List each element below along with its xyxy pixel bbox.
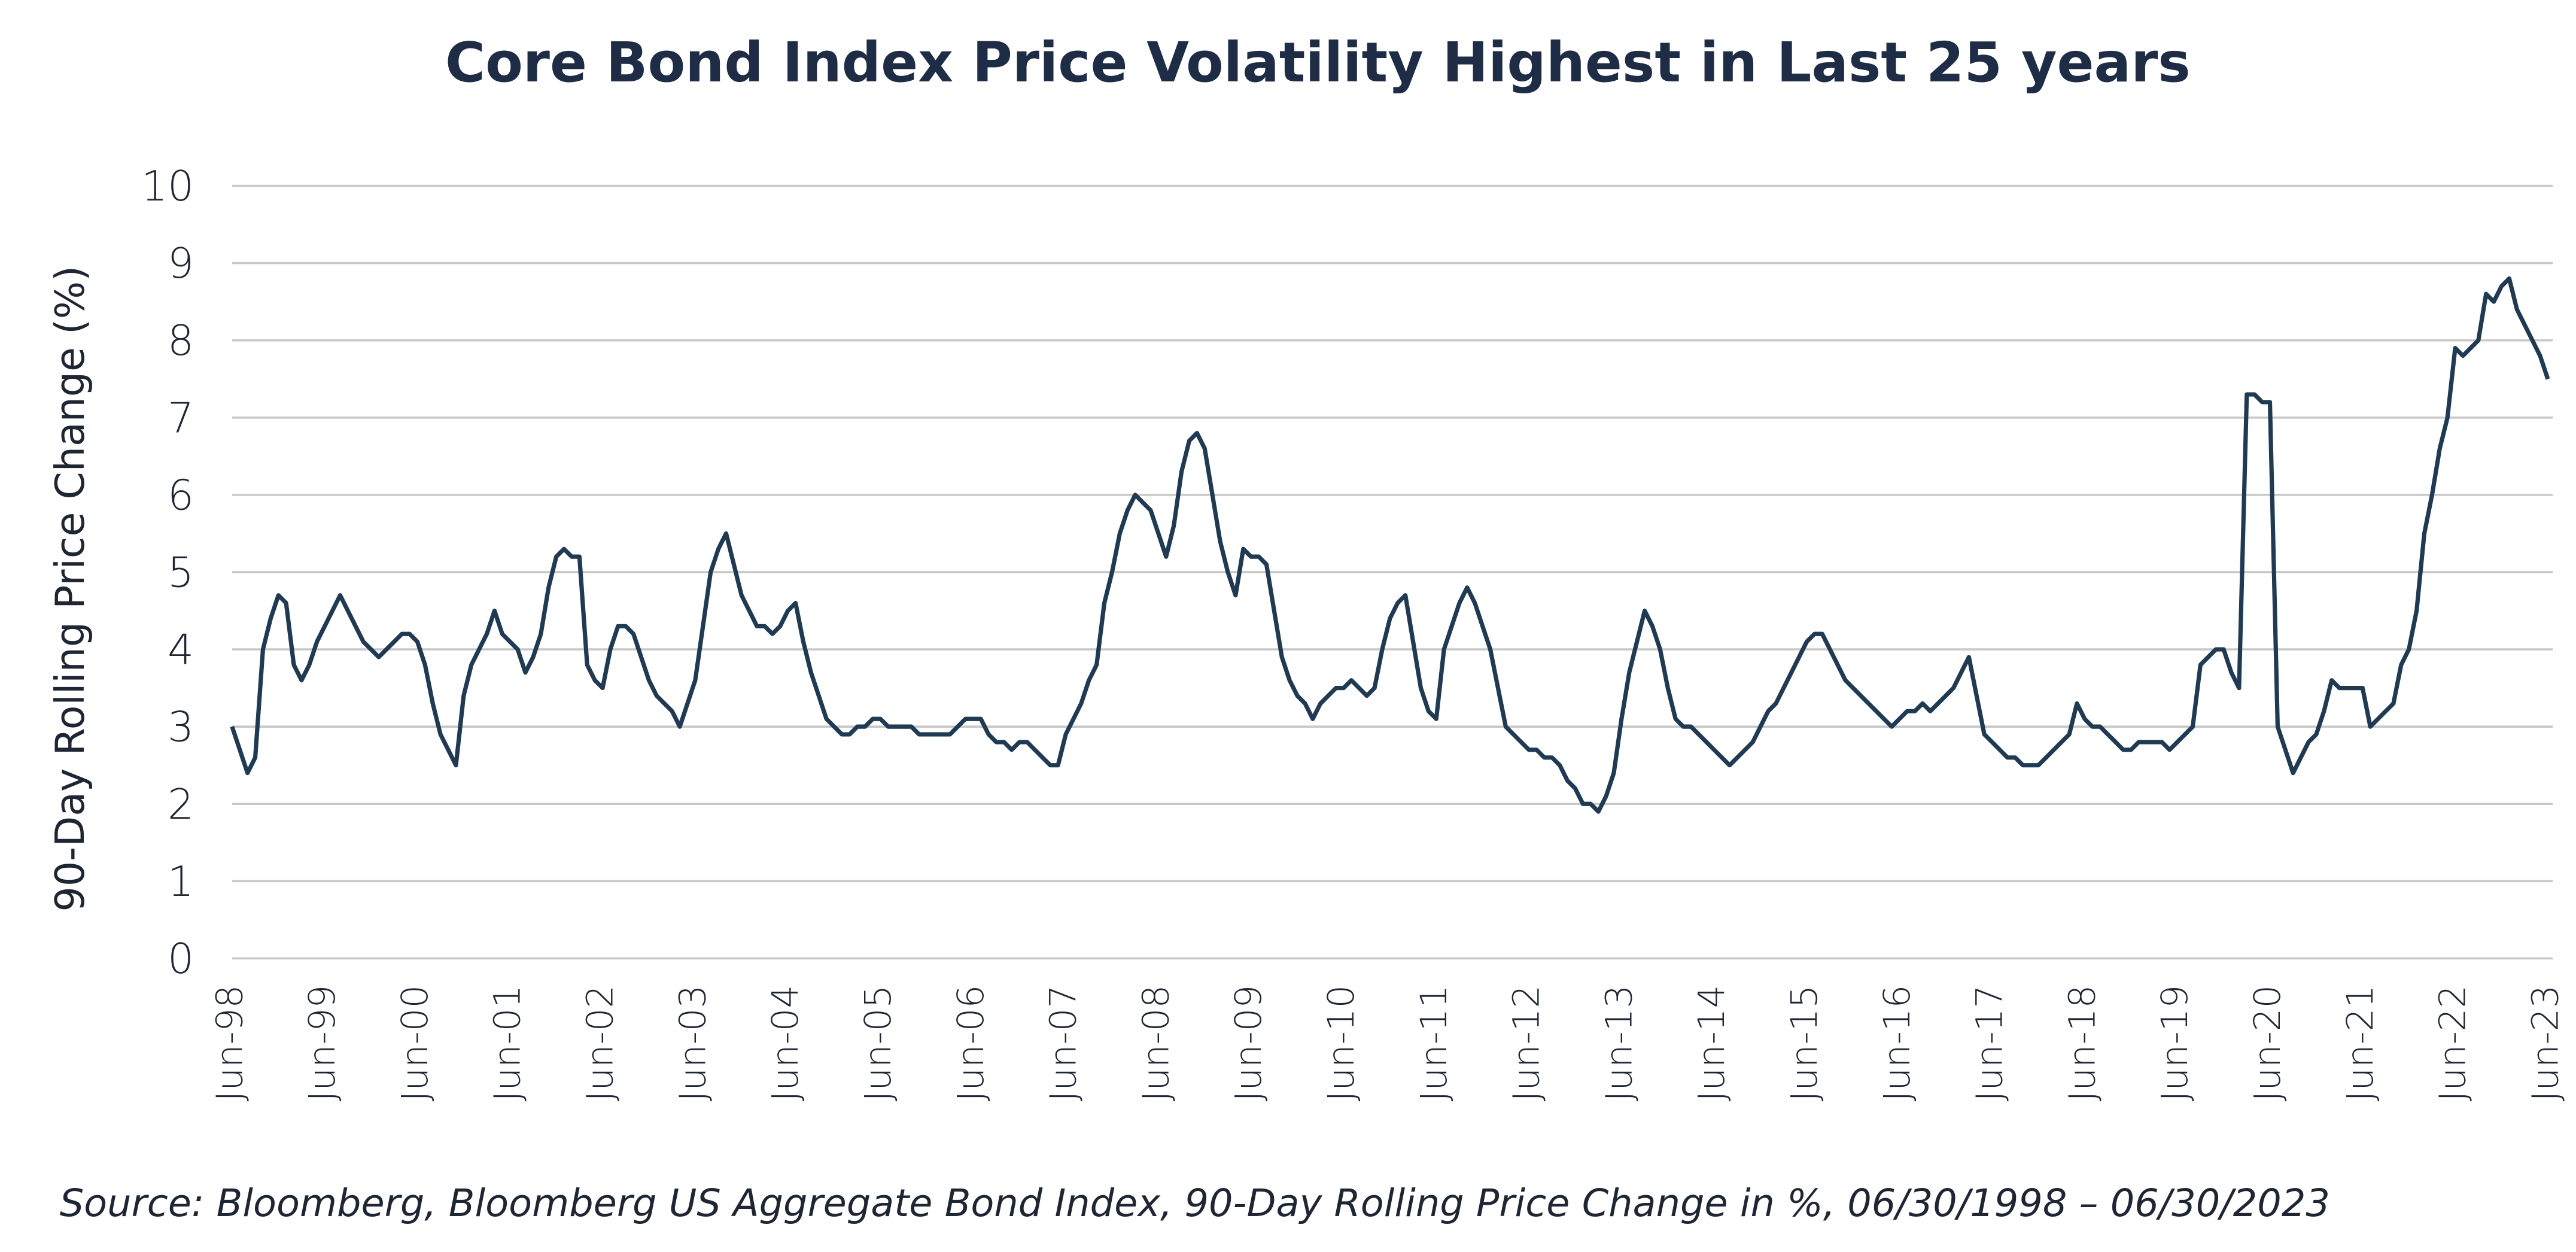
x-tick-label: Jun-16 [1876, 985, 1918, 1102]
y-tick-label: 3 [168, 704, 194, 752]
y-tick-label: 8 [168, 317, 194, 365]
y-tick-label: 5 [168, 549, 194, 597]
x-tick-label: Jun-22 [2432, 985, 2474, 1102]
x-tick-label: Jun-20 [2246, 985, 2289, 1102]
x-tick-label: Jun-99 [301, 985, 343, 1102]
x-tick-label: Jun-23 [2524, 985, 2566, 1102]
x-tick-label: Jun-17 [1969, 985, 2011, 1102]
x-tick-label: Jun-10 [1320, 985, 1362, 1102]
x-tick-label: Jun-98 [208, 985, 251, 1102]
line-series [230, 276, 2550, 814]
x-tick-label: Jun-07 [1042, 985, 1085, 1102]
y-tick-label: 10 [141, 163, 194, 211]
y-tick-label: 2 [168, 781, 194, 829]
x-tick-label: Jun-15 [1783, 985, 1826, 1102]
y-tick-label: 9 [168, 240, 194, 288]
x-tick-label: Jun-21 [2339, 985, 2382, 1102]
x-tick-label: Jun-04 [764, 985, 807, 1102]
y-tick-label: 4 [168, 627, 194, 674]
y-axis-label: 90-Day Rolling Price Change (%) [47, 266, 93, 912]
x-tick-label: Jun-06 [950, 985, 992, 1102]
y-tick-label: 6 [168, 472, 194, 519]
x-tick-label: Jun-05 [857, 985, 899, 1102]
x-tick-label: Jun-19 [2154, 985, 2196, 1102]
x-tick-label: Jun-09 [1227, 985, 1270, 1102]
x-tick-label: Jun-18 [2061, 985, 2103, 1102]
y-tick-label: 7 [168, 394, 194, 442]
x-tick-label: Jun-01 [486, 985, 529, 1102]
chart-title: Core Bond Index Price Volatility Highest… [445, 31, 2191, 95]
x-tick-label: Jun-02 [579, 985, 622, 1102]
y-tick-label: 1 [168, 858, 194, 906]
x-tick-label: Jun-14 [1690, 985, 1733, 1102]
y-tick-label: 0 [168, 935, 194, 983]
x-tick-label: Jun-03 [671, 985, 714, 1102]
source-note: Source: Bloomberg, Bloomberg US Aggregat… [60, 1181, 2330, 1226]
x-tick-label: Jun-08 [1135, 985, 1177, 1102]
x-tick-label: Jun-11 [1413, 985, 1455, 1102]
x-tick-label: Jun-12 [1506, 985, 1548, 1102]
x-tick-label: Jun-00 [394, 985, 436, 1102]
x-tick-label: Jun-13 [1598, 985, 1640, 1102]
